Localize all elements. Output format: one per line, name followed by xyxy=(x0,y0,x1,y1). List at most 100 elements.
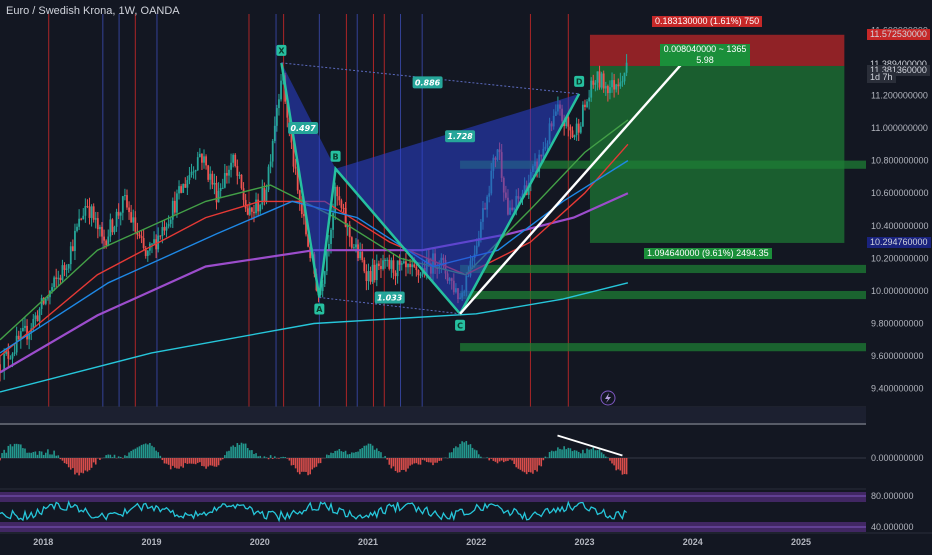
macd-bar xyxy=(605,457,607,458)
macd-bar xyxy=(361,448,363,458)
candle-body xyxy=(170,220,172,224)
entry-label: 0.008040000 ~ 1365 xyxy=(660,44,750,55)
candle-body xyxy=(197,157,199,170)
macd-bar xyxy=(301,458,303,472)
candle-body xyxy=(597,71,599,82)
candle-body xyxy=(351,237,353,248)
macd-bar xyxy=(137,447,139,458)
macd-bar xyxy=(332,453,334,458)
candle-body xyxy=(84,206,86,216)
candle-body xyxy=(569,127,571,131)
candle-body xyxy=(582,105,584,127)
macd-bar xyxy=(449,453,451,458)
macd-bar xyxy=(255,453,257,458)
price-tag: 1d 7h xyxy=(867,72,896,83)
candle-body xyxy=(580,126,582,132)
macd-bar xyxy=(574,450,576,458)
candle-body xyxy=(224,173,226,188)
candle-body xyxy=(407,264,409,267)
chart-title: Euro / Swedish Krona, 1W, OANDA xyxy=(6,5,180,17)
candle-body xyxy=(280,81,282,100)
candle-body xyxy=(578,124,580,133)
macd-bar xyxy=(495,458,497,462)
macd-bar xyxy=(251,450,253,458)
macd-bar xyxy=(184,458,186,463)
macd-bar xyxy=(307,458,309,475)
candle-body xyxy=(399,260,401,264)
macd-bar xyxy=(224,455,226,458)
candle-body xyxy=(605,86,607,88)
candle-body xyxy=(153,239,155,243)
macd-bar xyxy=(349,454,351,458)
macd-bar xyxy=(334,451,336,458)
macd-bar xyxy=(10,444,12,458)
macd-bar xyxy=(41,452,43,458)
macd-bar xyxy=(503,458,505,462)
candle-body xyxy=(274,126,276,141)
candle-body xyxy=(72,246,74,251)
candle-body xyxy=(184,184,186,188)
macd-bar xyxy=(74,458,76,474)
macd-bar xyxy=(126,456,128,458)
candle-body xyxy=(53,277,55,287)
macd-bar xyxy=(603,454,605,458)
macd-bar xyxy=(159,456,161,458)
macd-bar xyxy=(266,457,268,458)
macd-bar xyxy=(580,453,582,458)
price-axis-tick: 11.000000000 xyxy=(871,123,928,133)
candle-body xyxy=(234,155,236,166)
candle-body xyxy=(45,298,47,303)
macd-bar xyxy=(416,458,418,463)
candle-body xyxy=(130,212,132,222)
macd-bar xyxy=(187,458,189,464)
macd-bar xyxy=(237,443,239,458)
macd-bar xyxy=(264,456,266,458)
candle-body xyxy=(395,273,397,276)
candle-body xyxy=(270,162,272,167)
macd-bar xyxy=(1,453,3,458)
macd-bar xyxy=(509,458,511,459)
macd-bar xyxy=(364,446,366,458)
macd-bar xyxy=(222,458,224,459)
candle-body xyxy=(228,170,230,176)
macd-bar xyxy=(99,458,101,460)
macd-bar xyxy=(66,458,68,464)
macd-bar xyxy=(388,458,390,465)
macd-bar xyxy=(357,452,359,458)
candle-body xyxy=(601,73,603,87)
candle-body xyxy=(572,130,574,137)
candle-body xyxy=(193,171,195,172)
candle-body xyxy=(397,260,399,276)
macd-bar xyxy=(214,458,216,467)
candle-body xyxy=(378,264,380,266)
candle-body xyxy=(139,235,141,236)
macd-bar xyxy=(195,458,197,464)
candle-body xyxy=(126,195,128,207)
pattern-point-x: X xyxy=(276,45,286,56)
macd-bar xyxy=(353,453,355,458)
macd-bar xyxy=(626,458,628,474)
macd-bar xyxy=(478,454,480,458)
candle-body xyxy=(599,71,601,87)
macd-bar xyxy=(497,458,499,463)
candle-body xyxy=(380,266,382,269)
macd-bar xyxy=(568,448,570,458)
macd-bar xyxy=(524,458,526,472)
macd-bar xyxy=(339,449,341,458)
candle-body xyxy=(393,260,395,273)
macd-bar xyxy=(520,458,522,470)
candle-body xyxy=(624,73,626,82)
candle-body xyxy=(164,227,166,231)
macd-bar xyxy=(507,458,509,461)
macd-bar xyxy=(309,458,311,474)
candle-body xyxy=(191,172,193,175)
macd-bar xyxy=(474,450,476,458)
candle-body xyxy=(586,101,588,107)
macd-bar xyxy=(532,458,534,474)
macd-bar xyxy=(441,458,443,461)
candle-body xyxy=(51,287,53,291)
macd-bar xyxy=(164,458,166,463)
macd-bar xyxy=(282,457,284,458)
